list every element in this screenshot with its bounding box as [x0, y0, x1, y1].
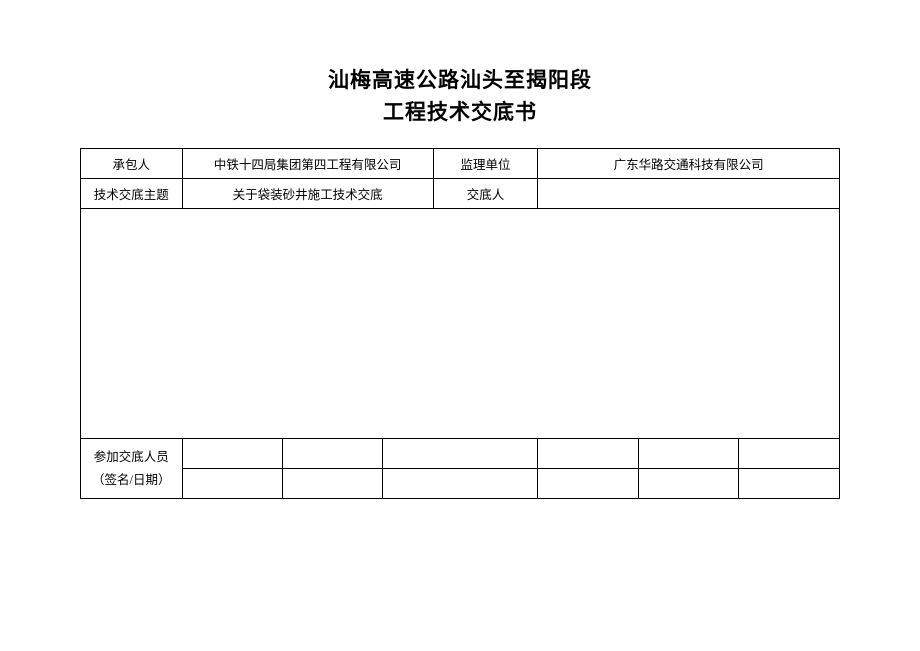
row-sign-1: 参加交底人员 （签名/日期）: [81, 439, 840, 469]
sign-cell-2-2: [283, 469, 383, 499]
content-area: [81, 209, 840, 439]
row-content-area: [81, 209, 840, 439]
sign-cell-1-5: [638, 439, 738, 469]
label-contractor: 承包人: [81, 149, 183, 179]
sign-cell-2-6: [739, 469, 840, 499]
sign-cell-2-4: [538, 469, 638, 499]
title-block: 汕梅高速公路汕头至揭阳段 工程技术交底书: [80, 65, 840, 128]
value-supervisor: 广东华路交通科技有限公司: [538, 149, 840, 179]
label-participants-line1: 参加交底人员: [81, 446, 182, 469]
sign-cell-2-5: [638, 469, 738, 499]
label-subject: 技术交底主题: [81, 179, 183, 209]
label-supervisor: 监理单位: [433, 149, 538, 179]
label-participants-line2: （签名/日期）: [81, 469, 182, 492]
sign-cell-1-3: [383, 439, 538, 469]
form-table: 承包人 中铁十四局集团第四工程有限公司 监理单位 广东华路交通科技有限公司 技术…: [80, 148, 840, 499]
title-line-2: 工程技术交底书: [80, 97, 840, 129]
sign-cell-2-3: [383, 469, 538, 499]
row-contractor: 承包人 中铁十四局集团第四工程有限公司 监理单位 广东华路交通科技有限公司: [81, 149, 840, 179]
document-page: 汕梅高速公路汕头至揭阳段 工程技术交底书 承包人 中铁十四局集团第四工程有限公司…: [0, 0, 920, 539]
sign-cell-1-2: [283, 439, 383, 469]
title-line-1: 汕梅高速公路汕头至揭阳段: [80, 65, 840, 97]
sign-cell-1-1: [182, 439, 282, 469]
sign-cell-1-6: [739, 439, 840, 469]
sign-cell-2-1: [182, 469, 282, 499]
value-discloser: [538, 179, 840, 209]
sign-cell-1-4: [538, 439, 638, 469]
value-contractor: 中铁十四局集团第四工程有限公司: [182, 149, 433, 179]
label-participants: 参加交底人员 （签名/日期）: [81, 439, 183, 499]
row-sign-2: [81, 469, 840, 499]
row-subject: 技术交底主题 关于袋装砂井施工技术交底 交底人: [81, 179, 840, 209]
label-discloser: 交底人: [433, 179, 538, 209]
value-subject: 关于袋装砂井施工技术交底: [182, 179, 433, 209]
